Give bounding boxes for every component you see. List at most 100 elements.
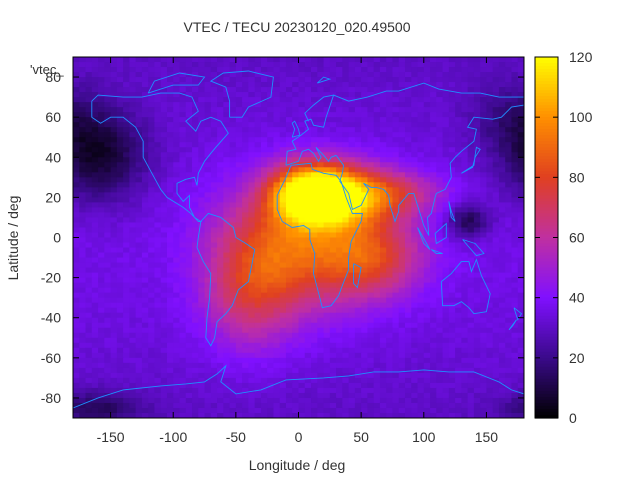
heatmap-cell — [217, 232, 224, 239]
heatmap-cell — [373, 212, 381, 219]
heatmap-cell — [467, 102, 475, 108]
heatmap-cell — [173, 102, 181, 108]
heatmap-cell — [323, 277, 331, 284]
heatmap-cell — [198, 177, 206, 183]
heatmap-cell — [398, 112, 406, 118]
heatmap-cell — [404, 222, 412, 229]
heatmap-cell — [217, 372, 224, 379]
heatmap-cell — [85, 87, 93, 93]
heatmap-cell — [198, 387, 206, 394]
heatmap-cell — [91, 397, 99, 404]
heatmap-cell — [423, 67, 431, 73]
heatmap-cell — [204, 312, 212, 319]
heatmap-cell — [511, 342, 519, 349]
heatmap-cell — [123, 67, 130, 73]
heatmap-cell — [411, 237, 419, 244]
heatmap-cell — [461, 367, 469, 374]
heatmap-cell — [492, 152, 500, 158]
heatmap-cell — [461, 302, 469, 309]
heatmap-cell — [179, 297, 187, 304]
heatmap-cell — [273, 317, 281, 324]
heatmap-cell — [260, 337, 268, 344]
heatmap-cell — [505, 307, 513, 314]
heatmap-cell — [141, 247, 149, 254]
heatmap-cell — [461, 232, 469, 239]
heatmap-cell — [423, 212, 431, 219]
heatmap-cell — [192, 397, 199, 404]
heatmap-cell — [398, 307, 406, 314]
heatmap-cell — [217, 127, 224, 133]
heatmap-cell — [223, 282, 231, 289]
heatmap-cell — [223, 242, 231, 249]
heatmap-cell — [354, 62, 362, 68]
heatmap-cell — [386, 147, 394, 153]
heatmap-cell — [135, 67, 143, 73]
heatmap-cell — [73, 302, 80, 309]
heatmap-cell — [342, 382, 350, 389]
heatmap-cell — [348, 347, 356, 354]
heatmap-cell — [423, 192, 431, 198]
heatmap-cell — [129, 227, 137, 234]
heatmap-cell — [148, 267, 156, 274]
heatmap-cell — [367, 242, 375, 249]
heatmap-cell — [498, 122, 506, 128]
heatmap-cell — [480, 192, 488, 198]
heatmap-cell — [455, 107, 462, 113]
heatmap-cell — [505, 262, 513, 269]
heatmap-cell — [242, 332, 249, 339]
heatmap-cell — [160, 332, 168, 339]
heatmap-cell — [260, 132, 268, 138]
heatmap-cell — [173, 247, 181, 254]
heatmap-cell — [411, 157, 419, 163]
heatmap-cell — [198, 392, 206, 399]
heatmap-cell — [329, 142, 337, 148]
heatmap-cell — [260, 87, 268, 93]
heatmap-cell — [154, 267, 162, 274]
heatmap-cell — [242, 237, 249, 244]
heatmap-cell — [292, 277, 300, 284]
heatmap-cell — [248, 397, 256, 404]
heatmap-cell — [91, 217, 99, 224]
heatmap-cell — [473, 382, 481, 389]
heatmap-cell — [367, 102, 375, 108]
heatmap-cell — [160, 77, 168, 83]
heatmap-cell — [367, 317, 375, 324]
heatmap-cell — [404, 207, 412, 214]
heatmap-cell — [392, 197, 400, 203]
heatmap-cell — [135, 177, 143, 183]
heatmap-cell — [129, 172, 137, 178]
heatmap-cell — [361, 257, 368, 264]
heatmap-cell — [323, 232, 331, 239]
heatmap-cell — [135, 217, 143, 224]
heatmap-cell — [398, 272, 406, 279]
heatmap-cell — [198, 397, 206, 404]
heatmap-cell — [123, 282, 130, 289]
heatmap-cell — [248, 77, 256, 83]
heatmap-cell — [210, 222, 218, 229]
heatmap-cell — [411, 282, 419, 289]
heatmap-cell — [254, 372, 262, 379]
heatmap-cell — [285, 387, 293, 394]
heatmap-cell — [304, 347, 312, 354]
heatmap-cell — [123, 177, 130, 183]
heatmap-cell — [104, 162, 112, 168]
heatmap-cell — [91, 127, 99, 133]
heatmap-cell — [273, 337, 281, 344]
heatmap-cell — [392, 352, 400, 359]
heatmap-cell — [492, 172, 500, 178]
heatmap-cell — [273, 117, 281, 123]
heatmap-cell — [367, 392, 375, 399]
heatmap-cell — [304, 62, 312, 68]
heatmap-cell — [79, 142, 87, 148]
heatmap-cell — [148, 247, 156, 254]
heatmap-cell — [160, 232, 168, 239]
heatmap-cell — [317, 172, 325, 178]
heatmap-cell — [185, 392, 193, 399]
heatmap-cell — [254, 217, 262, 224]
heatmap-cell — [304, 167, 312, 173]
heatmap-cell — [217, 207, 224, 214]
heatmap-cell — [361, 237, 368, 244]
heatmap-cell — [135, 112, 143, 118]
heatmap-cell — [480, 132, 488, 138]
heatmap-cell — [329, 152, 337, 158]
